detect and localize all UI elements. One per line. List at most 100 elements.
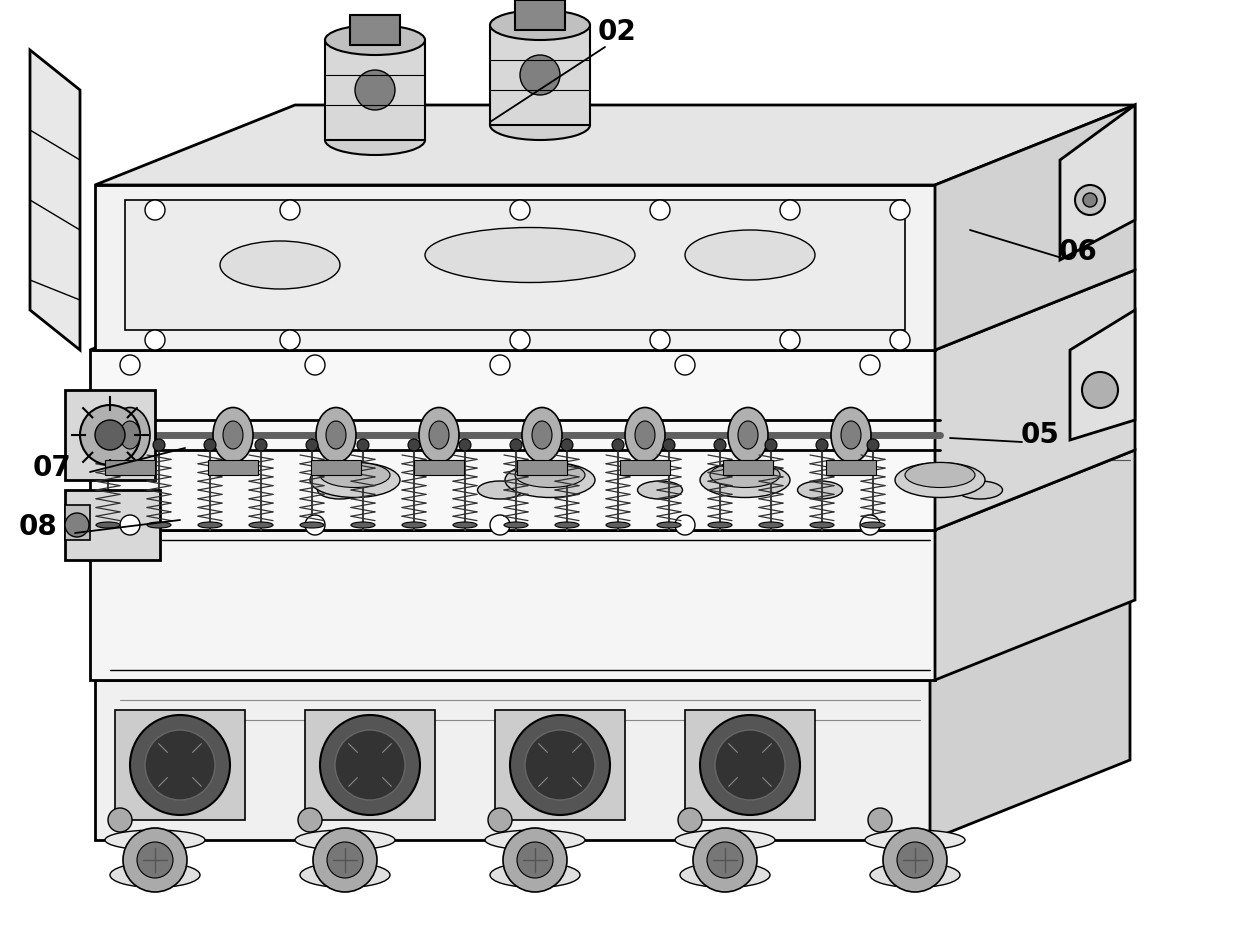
- Text: 08: 08: [19, 513, 57, 541]
- Ellipse shape: [198, 522, 222, 528]
- Ellipse shape: [295, 830, 396, 850]
- Ellipse shape: [223, 421, 243, 449]
- Circle shape: [883, 828, 947, 892]
- Circle shape: [890, 330, 910, 350]
- Ellipse shape: [606, 522, 630, 528]
- Ellipse shape: [870, 862, 960, 887]
- Bar: [684, 710, 815, 820]
- Ellipse shape: [317, 481, 362, 499]
- Ellipse shape: [477, 481, 522, 499]
- Circle shape: [490, 515, 510, 535]
- Bar: [350, 15, 401, 45]
- Circle shape: [675, 355, 694, 375]
- Ellipse shape: [325, 25, 425, 55]
- Circle shape: [408, 439, 420, 451]
- Circle shape: [1075, 185, 1105, 215]
- Polygon shape: [930, 600, 1130, 840]
- Ellipse shape: [110, 862, 200, 887]
- Polygon shape: [91, 530, 935, 680]
- Bar: [208, 460, 258, 475]
- Polygon shape: [95, 105, 1135, 185]
- Circle shape: [120, 515, 140, 535]
- Ellipse shape: [480, 238, 620, 292]
- Ellipse shape: [957, 481, 1002, 499]
- Ellipse shape: [701, 462, 790, 498]
- Circle shape: [280, 330, 300, 350]
- Circle shape: [320, 715, 420, 815]
- Ellipse shape: [637, 481, 682, 499]
- Ellipse shape: [675, 830, 775, 850]
- Circle shape: [312, 828, 377, 892]
- Ellipse shape: [505, 462, 595, 498]
- Circle shape: [95, 420, 125, 450]
- Ellipse shape: [310, 462, 401, 498]
- Circle shape: [650, 200, 670, 220]
- Circle shape: [861, 355, 880, 375]
- Ellipse shape: [635, 421, 655, 449]
- Circle shape: [765, 439, 777, 451]
- Circle shape: [707, 842, 743, 878]
- Circle shape: [489, 808, 512, 832]
- Circle shape: [298, 808, 322, 832]
- Circle shape: [780, 330, 800, 350]
- Bar: [115, 710, 246, 820]
- Bar: [125, 200, 905, 330]
- Ellipse shape: [810, 522, 835, 528]
- Ellipse shape: [110, 408, 150, 462]
- Ellipse shape: [625, 408, 665, 462]
- Circle shape: [890, 200, 910, 220]
- Ellipse shape: [325, 125, 425, 155]
- Ellipse shape: [300, 862, 391, 887]
- Bar: [105, 460, 155, 475]
- Polygon shape: [64, 490, 160, 560]
- Ellipse shape: [657, 522, 681, 528]
- Circle shape: [701, 715, 800, 815]
- Polygon shape: [1060, 105, 1135, 260]
- Circle shape: [130, 715, 229, 815]
- Circle shape: [81, 405, 140, 465]
- Ellipse shape: [515, 462, 585, 487]
- Circle shape: [306, 439, 317, 451]
- Ellipse shape: [485, 830, 585, 850]
- Text: 05: 05: [1021, 421, 1059, 449]
- Polygon shape: [935, 105, 1135, 350]
- Circle shape: [120, 355, 140, 375]
- Circle shape: [780, 200, 800, 220]
- Ellipse shape: [522, 408, 562, 462]
- Circle shape: [867, 439, 879, 451]
- Ellipse shape: [503, 522, 528, 528]
- Circle shape: [280, 200, 300, 220]
- Ellipse shape: [120, 421, 140, 449]
- Ellipse shape: [841, 421, 861, 449]
- Circle shape: [255, 439, 267, 451]
- Circle shape: [503, 828, 567, 892]
- Ellipse shape: [738, 421, 758, 449]
- Bar: [414, 460, 464, 475]
- Circle shape: [678, 808, 702, 832]
- Circle shape: [510, 330, 529, 350]
- Circle shape: [714, 439, 725, 451]
- Ellipse shape: [429, 421, 449, 449]
- Polygon shape: [91, 270, 1135, 350]
- Circle shape: [816, 439, 828, 451]
- Ellipse shape: [905, 462, 975, 487]
- Ellipse shape: [95, 522, 120, 528]
- Circle shape: [145, 330, 165, 350]
- Ellipse shape: [320, 462, 391, 487]
- Bar: [305, 710, 435, 820]
- Circle shape: [459, 439, 471, 451]
- Bar: [515, 0, 565, 30]
- Ellipse shape: [866, 830, 965, 850]
- Bar: [723, 460, 773, 475]
- Ellipse shape: [895, 462, 985, 498]
- Circle shape: [517, 842, 553, 878]
- Polygon shape: [64, 390, 155, 480]
- Polygon shape: [91, 450, 1135, 530]
- Circle shape: [108, 808, 131, 832]
- Ellipse shape: [419, 408, 459, 462]
- Polygon shape: [95, 600, 1130, 680]
- Circle shape: [560, 439, 573, 451]
- Bar: [311, 460, 361, 475]
- Ellipse shape: [490, 862, 580, 887]
- Ellipse shape: [728, 408, 768, 462]
